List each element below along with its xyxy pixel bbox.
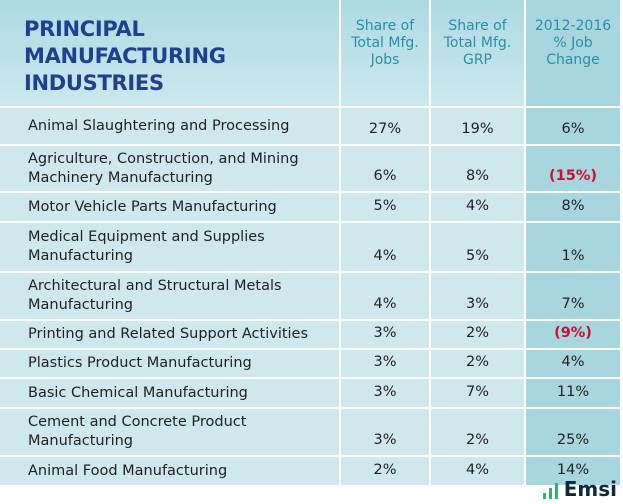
table-cell: 8%: [524, 192, 620, 223]
table-cell: (15%): [524, 145, 620, 193]
brand-icon: [542, 483, 558, 499]
table-cell: 4%: [339, 272, 430, 321]
table-cell: 1%: [524, 222, 620, 273]
column-header: 2012-2016 % Job Change: [524, 0, 620, 108]
table-cell: 25%: [524, 408, 620, 457]
table-row: Medical Equipment and Supplies Manufactu…: [0, 222, 620, 273]
table-cell: 4%: [339, 222, 430, 273]
industry-name: Plastics Product Manufacturing: [0, 349, 340, 379]
table-cell: 27%: [339, 107, 430, 146]
table-cell: 2%: [429, 320, 525, 350]
table-cell: 14%: [524, 456, 620, 487]
table-cell: 11%: [524, 378, 620, 409]
table-cell: 6%: [339, 145, 430, 193]
table-cell: 2%: [429, 408, 525, 457]
footer: Emsi: [542, 478, 617, 500]
industry-name: Animal Food Manufacturing: [0, 456, 340, 487]
table-cell: 2%: [429, 349, 525, 379]
table-row: Motor Vehicle Parts Manufacturing 5% 4% 8%: [0, 192, 620, 223]
table-cell: 3%: [429, 272, 525, 321]
table-row: Architectural and Structural Metals Manu…: [0, 272, 620, 321]
table-cell: 5%: [429, 222, 525, 273]
table-cell: 2%: [339, 456, 430, 487]
table-cell: 19%: [429, 107, 525, 146]
table-cell: 7%: [524, 272, 620, 321]
header-row: PRINCIPAL MANUFACTURING INDUSTRIES Share…: [0, 0, 620, 108]
table-row: Animal Slaughtering and Processing 27% 19%…: [0, 107, 620, 146]
table-row: Printing and Related Support Activities 3…: [0, 320, 620, 350]
brand-name: Emsi: [563, 477, 617, 501]
industry-name: Animal Slaughtering and Processing: [0, 107, 340, 146]
column-header: Share of Total Mfg. GRP: [429, 0, 525, 108]
table-row: Basic Chemical Manufacturing 3% 7% 11%: [0, 378, 620, 409]
table-cell: 8%: [429, 145, 525, 193]
column-header: Share of Total Mfg. Jobs: [339, 0, 430, 108]
table-row: Cement and Concrete Product Manufacturin…: [0, 408, 620, 457]
table-cell: 6%: [524, 107, 620, 146]
table-row: Agriculture, Construction, and Mining Ma…: [0, 145, 620, 193]
industry-name: Basic Chemical Manufacturing: [0, 378, 340, 409]
industry-name: Architectural and Structural Metals Manu…: [0, 272, 340, 321]
table-cell: 5%: [339, 192, 430, 223]
table-title: PRINCIPAL MANUFACTURING INDUSTRIES: [0, 0, 340, 108]
industry-name: Motor Vehicle Parts Manufacturing: [0, 192, 340, 223]
industry-name: Cement and Concrete Product Manufacturin…: [0, 408, 340, 457]
table-cell: (9%): [524, 320, 620, 350]
industry-name: Printing and Related Support Activities: [0, 320, 340, 350]
industry-name: Agriculture, Construction, and Mining Ma…: [0, 145, 340, 193]
table-row: Plastics Product Manufacturing 3% 2% 4%: [0, 349, 620, 379]
industry-name: Medical Equipment and Supplies Manufactu…: [0, 222, 340, 273]
table-cell: 4%: [429, 192, 525, 223]
industries-table: PRINCIPAL MANUFACTURING INDUSTRIES Share…: [0, 0, 620, 487]
table-cell: 3%: [339, 378, 430, 409]
table-cell: 3%: [339, 408, 430, 457]
table-row: Animal Food Manufacturing 2% 4% 14%: [0, 456, 620, 487]
table-cell: 4%: [429, 456, 525, 487]
table-cell: 3%: [339, 320, 430, 350]
table-cell: 7%: [429, 378, 525, 409]
table-cell: 3%: [339, 349, 430, 379]
table-cell: 4%: [524, 349, 620, 379]
